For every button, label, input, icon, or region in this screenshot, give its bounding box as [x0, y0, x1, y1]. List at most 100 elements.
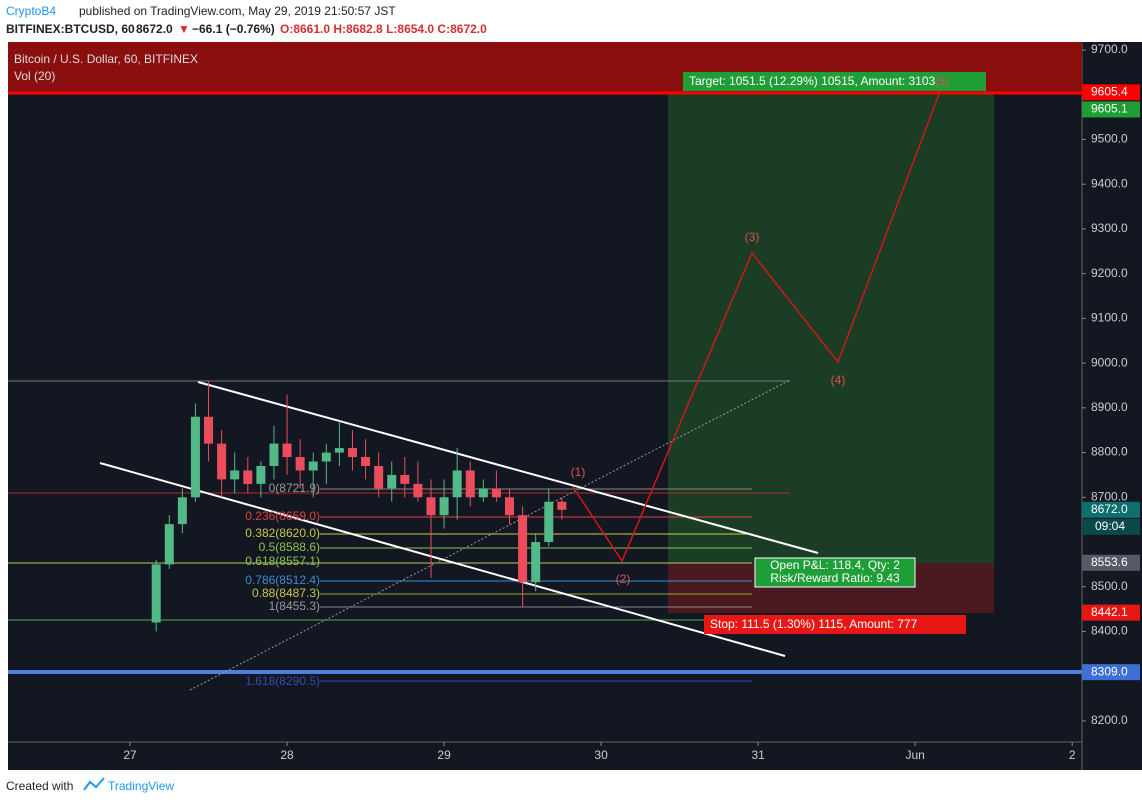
price-badge-label: 8309.0: [1091, 664, 1128, 678]
candle-body: [321, 452, 331, 462]
price-badge: [1082, 554, 1140, 571]
candle-body: [439, 497, 449, 516]
price-badge-label: 8672.0: [1091, 502, 1128, 516]
y-tick-label: 8700.0: [1091, 489, 1128, 503]
y-tick-label: 9200.0: [1091, 266, 1128, 280]
volume-label: Vol (20): [14, 69, 55, 83]
x-tick-label: 30: [594, 748, 608, 762]
candle-body: [452, 470, 462, 498]
author[interactable]: CryptoB4: [6, 4, 56, 18]
candle-body: [518, 515, 528, 583]
candle-body: [269, 443, 279, 466]
footer-brand[interactable]: TradingView: [108, 779, 174, 793]
candle-body: [217, 443, 227, 480]
candle-body: [465, 470, 475, 498]
pnl-box: [754, 557, 916, 588]
symbol: BITFINEX:BTCUSD, 60: [6, 22, 135, 36]
price-badge-label: 8553.6: [1091, 555, 1128, 569]
candle-body: [334, 448, 344, 453]
fib-label: 0.786(8512.4): [245, 573, 320, 587]
price-badge: [1082, 101, 1140, 118]
x-tick-label: 28: [280, 748, 294, 762]
candle-body: [387, 474, 397, 489]
fib-label: 0.618(8557.1): [245, 554, 320, 568]
footer-created: Created with: [6, 779, 73, 793]
target-text: Target: 1051.5 (12.29%) 10515, Amount: 3…: [689, 74, 936, 88]
ohlc: O:8661.0 H:8682.8 L:8654.0 C:8672.0: [280, 22, 487, 36]
candle-body: [164, 524, 174, 565]
y-tick-label: 8800.0: [1091, 445, 1128, 459]
y-tick-label: 8400.0: [1091, 624, 1128, 638]
candle-body: [505, 497, 515, 516]
countdown-bg: [1082, 518, 1140, 535]
y-tick-label: 9100.0: [1091, 311, 1128, 325]
x-tick-label: 2: [1069, 748, 1076, 762]
target-box: [683, 72, 986, 91]
legend-title: Bitcoin / U.S. Dollar, 60, BITFINEX: [14, 52, 198, 66]
candle-body: [413, 483, 423, 498]
price-badge-label: 8442.1: [1091, 605, 1128, 619]
x-tick-label: Jun: [905, 748, 924, 762]
stop-text: Stop: 111.5 (1.30%) 1115, Amount: 777: [710, 617, 918, 631]
candle-body: [308, 461, 318, 471]
candle-body: [361, 457, 371, 466]
candle-body: [177, 497, 187, 525]
x-tick-label: 31: [751, 748, 765, 762]
candles: [151, 380, 567, 632]
price-badge: [1082, 84, 1140, 101]
fib-label: 1.618(8290.5): [245, 674, 320, 688]
fib-label: 0.382(8620.0): [245, 526, 320, 540]
candle-body: [230, 470, 240, 480]
wave-label: (2): [616, 572, 631, 586]
fib-label: 0.5(8588.6): [259, 540, 320, 554]
published: published on TradingView.com, May 29, 20…: [79, 4, 396, 18]
fib-label: 0.88(8487.3): [252, 586, 320, 600]
y-tick-label: 9400.0: [1091, 176, 1128, 190]
candle-body: [426, 497, 436, 516]
candle-body: [151, 564, 161, 623]
candle-body: [295, 457, 305, 471]
wave-label: (4): [831, 373, 846, 387]
channel-bottom: [99, 462, 786, 657]
y-tick-label: 9700.0: [1091, 42, 1128, 56]
price-badge: [1082, 664, 1140, 681]
candle-body: [491, 488, 501, 498]
candle-body: [243, 470, 253, 484]
price-axis-bg: [1082, 42, 1142, 770]
x-tick-label: 29: [437, 748, 451, 762]
wave-label: (1): [571, 465, 586, 479]
candle-body: [531, 542, 541, 583]
y-tick-label: 9500.0: [1091, 132, 1128, 146]
y-tick-label: 9000.0: [1091, 355, 1128, 369]
candle-body: [478, 488, 488, 498]
candle-body: [190, 416, 200, 498]
fib-label: 0(8721.9): [269, 481, 320, 495]
candle-body: [400, 474, 410, 484]
y-tick-label: 8200.0: [1091, 713, 1128, 727]
price-badge: [1082, 501, 1140, 518]
candle-body: [544, 501, 554, 543]
change: −66.1 (−0.76%): [192, 22, 275, 36]
last: 8672.0: [136, 22, 173, 36]
candle-body: [256, 465, 266, 484]
trend-dotted: [189, 379, 791, 691]
y-tick-label: 8900.0: [1091, 400, 1128, 414]
countdown: 09:04: [1095, 519, 1125, 533]
candle-body: [557, 501, 567, 510]
wave-label: (5): [935, 74, 950, 88]
candle-body: [282, 443, 292, 458]
fib-label: 0.236(8659.0): [245, 509, 320, 523]
stop-box: [704, 615, 966, 634]
price-badge: [1082, 604, 1140, 621]
target-zone: [668, 94, 994, 563]
arrow: ▼: [178, 22, 190, 36]
price-badge-label: 9605.4: [1091, 84, 1128, 98]
time-axis-bg: [8, 742, 1082, 770]
logo: [83, 777, 105, 791]
y-tick-label: 8500.0: [1091, 579, 1128, 593]
wave-label: (3): [745, 230, 760, 244]
price-badge-label: 9605.1: [1091, 102, 1128, 116]
wave-path: [572, 77, 946, 563]
